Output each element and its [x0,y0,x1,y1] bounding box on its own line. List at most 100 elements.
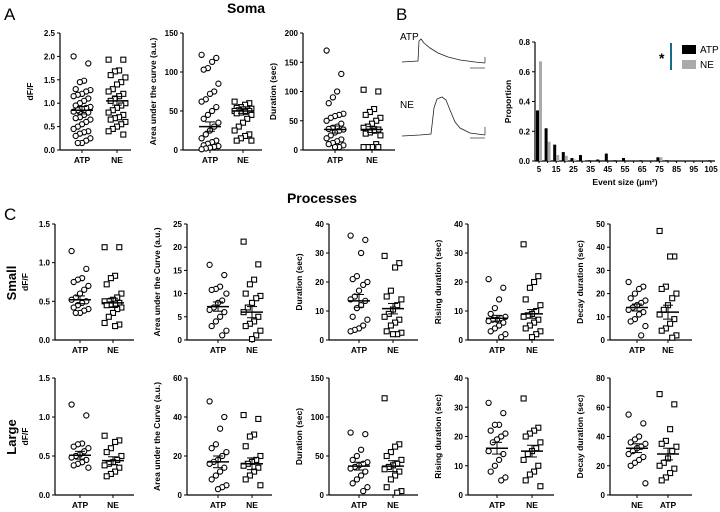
y-tick-label: 0.5 [39,452,51,461]
data-point [392,443,399,450]
y-tick-label: 25 [173,220,182,229]
data-point [70,462,77,469]
data-point [198,146,205,153]
data-point [85,464,92,471]
data-point [353,273,361,280]
data-point [537,483,544,490]
x-category-label: NE [387,500,399,510]
data-point [531,278,538,286]
data-point [242,443,249,450]
data-point [103,473,110,480]
data-point [524,450,531,458]
data-point [625,450,632,458]
data-point [491,421,499,428]
y-axis-label: Decay duration (sec) [575,395,585,479]
y-tick-label: 0 [601,491,606,500]
data-point [255,313,262,320]
x-category-label: NE [111,155,123,165]
data-point [387,287,394,294]
data-point [255,415,262,423]
data-point [223,290,230,297]
data-point [495,322,503,329]
data-point [377,132,384,139]
data-point [349,313,356,320]
y-tick-label: 15 [173,266,182,275]
data-point [627,462,634,469]
data-point [671,465,678,472]
data-point [216,468,224,475]
y-tick-label: 50 [315,452,324,461]
data-point [383,328,390,335]
chart-small-decay: 0 10 20 30 40 50 Decay duration (sec) ATP NE [575,220,692,355]
scale-bar-atp [470,57,486,69]
data-point [360,487,367,495]
data-point [244,115,251,122]
y-tick-label: 0 [320,336,325,345]
y-tick-label: 1.5 [39,374,51,383]
data-point [658,440,665,447]
data-point [500,284,507,291]
y-tick-label: 60 [173,374,182,383]
x-tick-label: 105 [704,165,718,174]
chart-small-duration: 0 10 20 30 40 Duration (sec) ATP NE [294,220,418,355]
data-point [522,325,529,332]
bar-atp [639,160,643,161]
y-tick-label: 0.2 [519,127,531,136]
data-point [253,295,260,302]
y-tick-label: 50 [596,220,605,229]
data-point [383,452,390,460]
data-point [325,100,332,107]
data-point [101,432,108,439]
data-point [251,468,258,475]
significance-star: * [659,50,665,66]
processes-title: Processes [287,190,357,206]
x-category-label: ATP [351,345,368,355]
data-point [213,103,220,111]
data-point [387,476,394,483]
x-category-label: NE [237,155,249,165]
data-point [658,327,665,334]
y-tick-label: 100 [165,68,179,77]
bar-atp [708,160,711,161]
legend-label-atp: ATP [700,45,719,56]
y-tick-label: 20 [454,433,463,442]
x-tick-label: 35 [586,165,595,174]
data-point [669,448,676,455]
data-point [381,252,388,259]
data-point [198,51,205,58]
data-point [485,275,492,283]
data-point [658,285,665,293]
bar-ne [556,155,560,161]
bar-atp [596,159,600,161]
data-point [669,295,676,302]
data-point [487,468,494,475]
data-point [248,137,255,144]
y-tick-label: 2.5 [44,29,56,38]
data-point [204,111,212,119]
x-tick-label: 5 [537,165,542,174]
data-point [526,471,533,478]
data-point [244,304,251,311]
data-point [638,332,645,339]
data-point [111,68,118,75]
y-tick-label: 2.0 [44,52,56,61]
y-tick-label: 1.0 [39,413,51,422]
data-point [362,236,369,244]
x-category-label: ATP [327,155,344,165]
data-point [383,293,390,300]
x-category-label: ATP [210,345,227,355]
data-point [347,232,354,239]
data-point [522,296,529,303]
data-point [242,323,249,330]
data-point [221,413,228,421]
x-tick-label: 65 [638,165,647,174]
data-point [535,273,542,280]
data-point [221,309,228,316]
data-point [495,296,503,303]
x-category-label: ATP [74,155,91,165]
data-point [656,462,663,469]
x-category-label: NE [246,345,258,355]
data-point [491,325,499,332]
x-tick-label: 85 [672,165,681,174]
